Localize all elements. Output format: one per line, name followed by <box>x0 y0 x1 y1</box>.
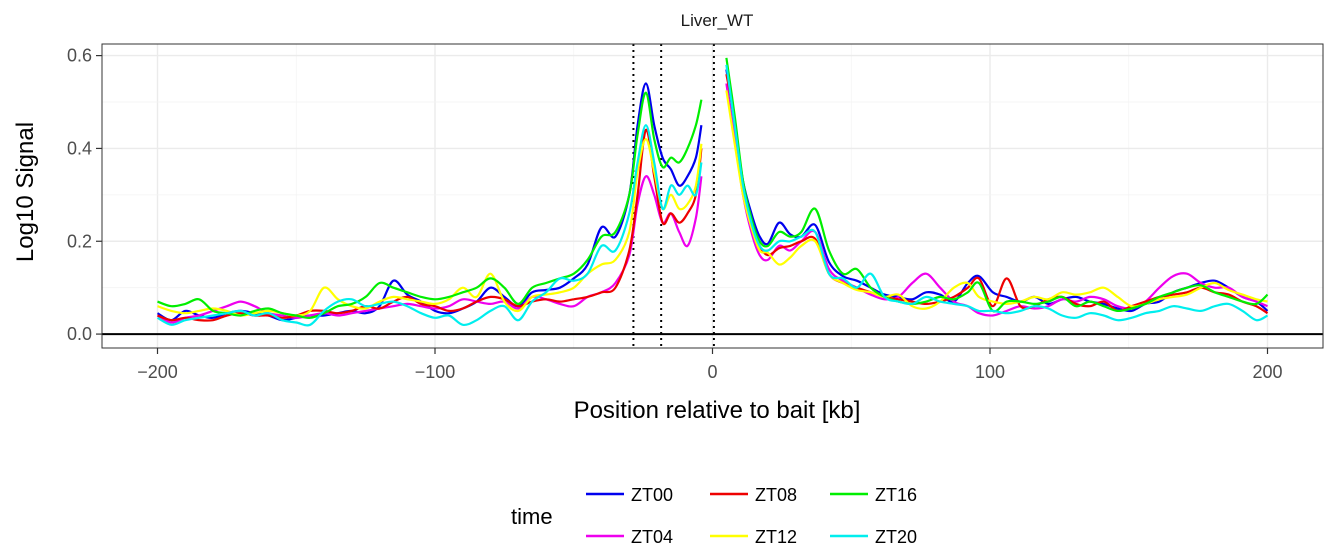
y-tick-label: 0.4 <box>67 138 92 158</box>
chart-title: Liver_WT <box>681 11 754 30</box>
x-tick-label: −100 <box>415 362 456 382</box>
y-tick-label: 0.6 <box>67 46 92 66</box>
series-line-zt00-right <box>725 69 1269 313</box>
series-line-zt12-right <box>725 90 1268 310</box>
legend-zt04-label: ZT04 <box>631 527 673 547</box>
plot-panel <box>101 43 1324 349</box>
legend-zt08-label: ZT08 <box>755 485 797 505</box>
legend-zt12-label: ZT12 <box>755 527 797 547</box>
x-tick-label: 100 <box>975 362 1005 382</box>
legend: time ZT00 ZT08 ZT16 ZT04 ZT12 ZT20 <box>511 485 917 547</box>
series-line-zt04-left <box>156 175 703 324</box>
x-tick-label: −200 <box>137 362 178 382</box>
series-line-zt20-left <box>156 124 703 327</box>
series-lines <box>156 57 1269 327</box>
legend-zt20-label: ZT20 <box>875 527 917 547</box>
y-axis: 0.0 0.2 0.4 0.6 <box>67 46 102 344</box>
x-tick-label: 0 <box>707 362 717 382</box>
y-axis-title: Log10 Signal <box>12 122 39 262</box>
legend-title: time <box>511 504 553 529</box>
legend-zt16-label: ZT16 <box>875 485 917 505</box>
series-line-zt08-right <box>725 74 1269 315</box>
series-line-zt16-left <box>157 91 703 319</box>
series-line-zt04-right <box>725 83 1268 317</box>
legend-zt00-label: ZT00 <box>631 485 673 505</box>
y-tick-label: 0.0 <box>67 324 92 344</box>
series-line-zt12-left <box>157 138 703 317</box>
x-axis-title: Position relative to bait [kb] <box>574 397 861 424</box>
series-line-zt20-right <box>725 64 1269 322</box>
y-tick-label: 0.2 <box>67 231 92 251</box>
series-line-zt00-left <box>156 82 703 322</box>
series-line-zt16-right <box>725 57 1269 313</box>
x-tick-label: 200 <box>1252 362 1282 382</box>
x-axis: −200 −100 0 100 200 <box>137 348 1283 382</box>
